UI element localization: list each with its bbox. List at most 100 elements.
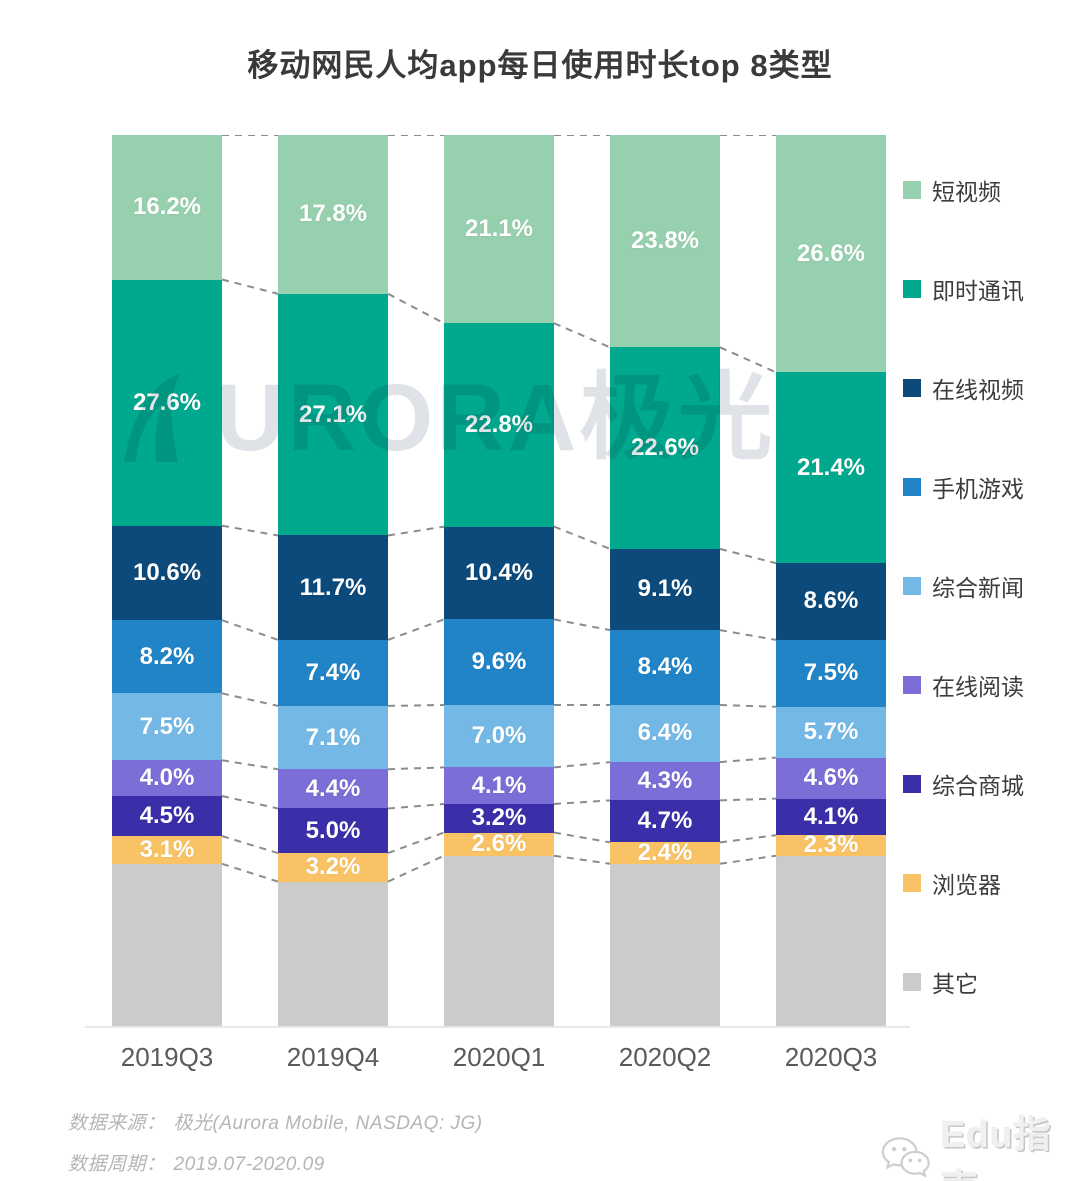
legend-label: 在线阅读: [932, 674, 1024, 700]
connector-line: [221, 759, 279, 771]
bar-segment: 5.0%: [278, 808, 388, 853]
wechat-icon: [881, 1137, 930, 1178]
legend-item-综合商城: 综合商城: [903, 772, 1024, 799]
segment-value-label: 7.4%: [305, 658, 361, 686]
connector-line: [719, 547, 777, 565]
branding-name: Edu指南: [940, 1114, 1052, 1181]
bar-segment: 21.1%: [444, 135, 554, 324]
connector-line: [553, 322, 611, 349]
bar-segment: 4.3%: [610, 762, 720, 801]
bar-segment: 21.4%: [776, 372, 886, 564]
legend-label: 即时通讯: [932, 278, 1024, 304]
data-source-label: 数据来源：: [68, 1113, 166, 1134]
segment-value-label: 4.3%: [637, 767, 693, 795]
connector-line: [387, 525, 445, 537]
data-source-value: 极光(Aurora Mobile, NASDAQ: JG): [173, 1113, 483, 1134]
legend-swatch: [903, 379, 921, 397]
segment-value-label: 21.1%: [464, 215, 534, 243]
legend-swatch: [903, 775, 921, 793]
x-axis-label: 2019Q4: [286, 1042, 380, 1072]
segment-value-label: 3.2%: [305, 853, 361, 881]
bar-segment: 7.5%: [776, 639, 886, 707]
segment-value-label: 22.6%: [630, 434, 700, 462]
connector-line: [221, 278, 279, 295]
segment-value-label: 27.6%: [132, 388, 202, 416]
segment-value-label: 4.6%: [803, 764, 859, 792]
legend-label: 综合商城: [932, 773, 1024, 799]
bar-segment: 22.6%: [610, 347, 720, 549]
bar-column-2020Q3: 26.6% 21.4% 8.6% 7.5% 5.7% 4.6% 4.1% 2.3%: [776, 135, 886, 1027]
bar-segment: 4.6%: [776, 757, 886, 799]
bar-segment: 6.4%: [610, 704, 720, 763]
segment-value-label: 8.4%: [637, 653, 693, 681]
connector-line: [719, 346, 777, 374]
legend-item-其它: 其它: [903, 970, 978, 997]
segment-value-label: 11.7%: [299, 573, 367, 601]
connector-line: [719, 629, 777, 641]
segment-value-label: 7.5%: [139, 712, 195, 740]
legend-item-在线视频: 在线视频: [903, 376, 1024, 403]
segment-value-label: 4.1%: [803, 802, 859, 830]
segment-value-label: 9.1%: [637, 575, 693, 603]
bar-segment: 4.7%: [610, 800, 720, 843]
bar-segment: 8.4%: [610, 630, 720, 705]
legend-swatch: [903, 973, 921, 991]
bar-segment: 4.1%: [776, 798, 886, 836]
segment-value-label: 17.8%: [298, 200, 368, 228]
connector-line: [553, 525, 611, 550]
connector-line: [387, 766, 445, 771]
connector-line: [553, 761, 611, 769]
connector-line: [719, 756, 777, 764]
segment-value-label: 2.4%: [637, 839, 693, 866]
segment-value-label: 22.8%: [464, 410, 534, 438]
segment-value-label: 4.4%: [305, 774, 361, 802]
legend-item-浏览器: 浏览器: [903, 871, 1001, 898]
segment-value-label: 16.2%: [132, 193, 202, 221]
legend-swatch: [903, 874, 921, 892]
legend-swatch: [903, 478, 921, 496]
segment-value-label: 10.4%: [464, 558, 534, 586]
connector-line: [387, 831, 445, 855]
data-period-label: 数据周期：: [68, 1154, 166, 1175]
connector-line: [387, 292, 445, 325]
bar-column-2020Q2: 23.8% 22.6% 9.1% 8.4% 6.4% 4.3% 4.7% 2.4%: [610, 135, 720, 1027]
legend-item-综合新闻: 综合新闻: [903, 574, 1024, 601]
bar-segment: 4.4%: [278, 769, 388, 809]
bar-segment: 7.5%: [112, 693, 222, 761]
x-axis-label: 2019Q3: [120, 1042, 214, 1072]
connector-line: [221, 862, 279, 883]
legend-label: 浏览器: [932, 872, 1001, 898]
connector-line: [553, 854, 611, 865]
bar-segment: [610, 863, 720, 1027]
legend-swatch: [903, 577, 921, 595]
bar-segment: [112, 863, 222, 1027]
connector-line: [719, 797, 777, 802]
stacked-bar-chart: 16.2% 27.6% 10.6% 8.2% 7.5% 4.0% 4.5% 3.1% 17.8%…: [112, 135, 887, 1027]
bar-segment: 8.6%: [776, 563, 886, 640]
connector-line: [719, 834, 777, 844]
legend-label: 手机游戏: [932, 476, 1024, 502]
segment-value-label: 10.6%: [132, 558, 202, 586]
segment-value-label: 4.0%: [139, 764, 195, 792]
segment-value-label: 27.1%: [298, 400, 368, 428]
data-period-value: 2019.07-2020.09: [173, 1154, 325, 1175]
bar-column-2019Q4: 17.8% 27.1% 11.7% 7.4% 7.1% 4.4% 5.0% 3.2%: [278, 135, 388, 1027]
segment-value-label: 7.0%: [471, 722, 527, 750]
footer: 数据来源： 极光(Aurora Mobile, NASDAQ: JG) 数据周期：…: [68, 1108, 483, 1181]
bar-segment: 2.3%: [776, 833, 886, 857]
connector-line: [221, 835, 279, 855]
x-axis-label: 2020Q1: [452, 1042, 546, 1072]
segment-value-label: 4.5%: [139, 802, 195, 829]
bar-segment: 8.2%: [112, 620, 222, 694]
legend-item-短视频: 短视频: [903, 178, 1001, 205]
bar-segment: 7.0%: [444, 704, 554, 768]
segment-value-label: 2.6%: [471, 830, 527, 858]
segment-value-label: 8.2%: [139, 642, 195, 670]
data-source-line: 数据来源： 极光(Aurora Mobile, NASDAQ: JG): [68, 1108, 483, 1135]
legend-item-在线阅读: 在线阅读: [903, 673, 1024, 700]
legend-label: 短视频: [932, 179, 1001, 205]
connector-line: [719, 704, 777, 708]
bar-segment: 9.6%: [444, 619, 554, 705]
connector-line: [387, 803, 445, 810]
bar-segment: [278, 881, 388, 1027]
